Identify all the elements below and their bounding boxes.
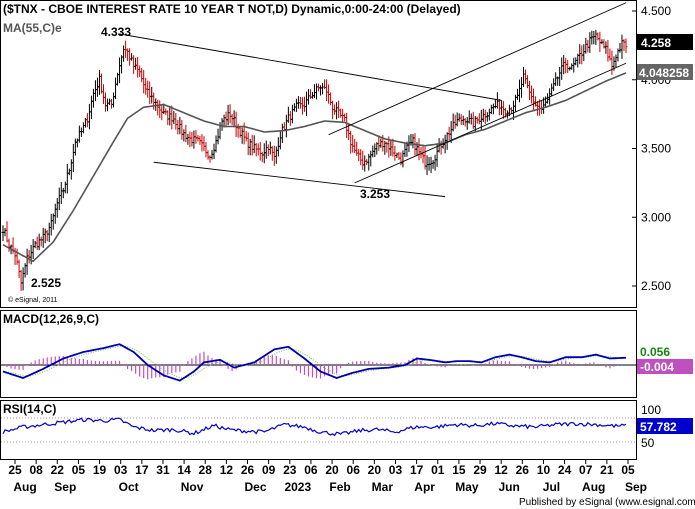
x-month-label: Mar — [372, 480, 394, 494]
macd-hist-badge — [637, 359, 693, 374]
x-month-label: Aug — [582, 480, 605, 494]
macd-value-text: 0.056 — [640, 345, 670, 359]
x-tick-label: 23 — [283, 463, 297, 477]
x-tick-label: 09 — [262, 463, 276, 477]
x-month-label: Jul — [543, 480, 560, 494]
price-bars-layer — [1, 29, 628, 291]
rsi-value-text: 57.782 — [640, 420, 677, 434]
x-tick-label: 12 — [220, 463, 234, 477]
x-tick-label: 17 — [410, 463, 424, 477]
x-month-label: Aug — [13, 480, 36, 494]
x-month-label: 2023 — [284, 480, 311, 494]
annotation-high: 4.333 — [101, 25, 131, 39]
x-tick-label: 26 — [516, 463, 530, 477]
x-tick-label: 05 — [72, 463, 86, 477]
ma-value-text: 4.048258 — [639, 66, 689, 80]
y-tick-label: 4.500 — [641, 4, 671, 18]
x-month-label: May — [455, 480, 479, 494]
macd-panel-frame — [0, 310, 637, 398]
x-month-label: Sep — [54, 480, 76, 494]
ma55-line — [2, 72, 627, 263]
x-tick-label: 14 — [177, 463, 191, 477]
x-tick-label: 17 — [135, 463, 149, 477]
x-tick-label: 22 — [51, 463, 65, 477]
macd-value-badge — [637, 344, 693, 359]
rsi-tick-50: 50 — [641, 436, 655, 450]
x-tick-label: 10 — [537, 463, 551, 477]
x-month-label: Apr — [414, 480, 435, 494]
x-tick-label: 06 — [347, 463, 361, 477]
footer-credit: Published by eSignal (www.esignal.com) — [519, 497, 695, 508]
rsi-panel-frame — [0, 400, 637, 460]
ma-value-badge — [637, 64, 693, 80]
x-tick-label: 28 — [199, 463, 213, 477]
x-tick-label: 15 — [452, 463, 466, 477]
trendlines-layer — [119, 2, 627, 198]
x-tick-label: 06 — [304, 463, 318, 477]
x-tick-label: 20 — [325, 463, 339, 477]
x-tick-label: 12 — [494, 463, 508, 477]
x-tick-label: 07 — [579, 463, 593, 477]
x-month-label: Sep — [625, 480, 647, 494]
y-tick-label: 3.500 — [641, 142, 671, 156]
y-tick-label: 3.000 — [641, 210, 671, 224]
macd-layer — [1, 343, 636, 382]
macd-line — [2, 343, 627, 382]
rsi-label: RSI(14,C) — [3, 402, 56, 416]
x-month-label: Nov — [181, 480, 204, 494]
moving-average-layer — [2, 72, 627, 263]
x-tick-label: 20 — [368, 463, 382, 477]
trendline-4 — [354, 62, 627, 184]
annotation-low: 3.253 — [360, 187, 390, 201]
esignal-watermark: © eSignal, 2011 — [8, 296, 58, 304]
x-tick-label: 24 — [558, 463, 572, 477]
price-value-badge — [637, 34, 693, 50]
x-tick-label: 03 — [114, 463, 128, 477]
x-month-label: Oct — [119, 480, 139, 494]
price-panel-frame — [0, 0, 637, 308]
x-tick-label: 25 — [8, 463, 22, 477]
annotation-start-low: 2.525 — [31, 276, 61, 290]
rsi-layer — [2, 417, 627, 437]
macd-hist-value-text: -0.004 — [640, 360, 674, 374]
x-tick-label: 29 — [473, 463, 487, 477]
x-tick-label: 21 — [600, 463, 614, 477]
y-tick-label: 2.500 — [641, 279, 671, 293]
trendline-1 — [119, 33, 502, 101]
x-tick-label: 08 — [29, 463, 43, 477]
rsi-tick-100: 100 — [641, 403, 661, 417]
x-tick-label: 05 — [621, 463, 635, 477]
trendline-2 — [153, 161, 446, 198]
axes-layer: 4.5004.0003.5003.0002.500250822051903173… — [8, 4, 671, 494]
rsi-value-badge — [637, 418, 693, 434]
x-month-label: Feb — [329, 480, 350, 494]
x-tick-label: 01 — [431, 463, 445, 477]
x-tick-label: 19 — [93, 463, 107, 477]
macd-label: MACD(12,26,9,C) — [3, 312, 99, 326]
price-value-text: 4.258 — [641, 36, 671, 50]
x-tick-label: 03 — [389, 463, 403, 477]
trendline-3 — [328, 2, 627, 136]
x-month-label: Jun — [499, 480, 520, 494]
rsi-line — [2, 417, 627, 437]
ma-label: MA(55,C)e — [3, 21, 62, 35]
x-tick-label: 26 — [241, 463, 255, 477]
chart-title: ($TNX - CBOE INTEREST RATE 10 YEAR T NOT… — [3, 2, 461, 16]
x-month-label: Dec — [245, 480, 267, 494]
x-tick-label: 31 — [156, 463, 170, 477]
